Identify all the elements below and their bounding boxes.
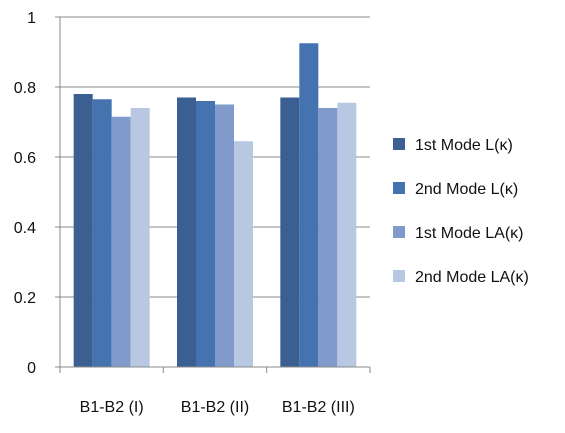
legend-swatch <box>393 270 405 282</box>
bar <box>234 141 253 367</box>
bar <box>92 99 112 367</box>
y-tick-labels: 0 0.2 0.4 0.6 0.8 1 <box>14 10 36 377</box>
bars <box>73 43 357 367</box>
x-category-labels: B1-B2 (I) B1-B2 (II) B1-B2 (III) <box>80 399 355 416</box>
bar <box>337 102 357 367</box>
legend-label: 1st Mode L(κ) <box>415 137 513 154</box>
bar <box>73 94 93 367</box>
y-tick-label: 0 <box>27 360 36 377</box>
legend: 1st Mode L(κ) 2nd Mode L(κ) 1st Mode LA(κ)… <box>393 137 529 286</box>
y-tick-label: 0.6 <box>14 150 36 167</box>
x-category-label: B1-B2 (III) <box>282 399 355 416</box>
y-tick-label: 0.2 <box>14 290 36 307</box>
bar <box>280 97 300 367</box>
y-tick-label: 0.4 <box>14 220 36 237</box>
legend-label: 2nd Mode LA(κ) <box>415 269 529 286</box>
bar <box>196 101 215 367</box>
legend-swatch <box>393 182 405 194</box>
bar <box>318 108 338 367</box>
bar <box>215 104 234 367</box>
bar <box>111 116 131 367</box>
legend-label: 2nd Mode L(κ) <box>415 181 518 198</box>
legend-label: 1st Mode LA(κ) <box>415 225 523 242</box>
axes <box>55 16 371 373</box>
x-category-label: B1-B2 (II) <box>181 399 249 416</box>
y-tick-label: 1 <box>27 10 36 27</box>
bar <box>299 43 319 367</box>
bar <box>177 97 196 367</box>
x-category-label: B1-B2 (I) <box>80 399 144 416</box>
legend-swatch <box>393 226 405 238</box>
bar <box>130 108 150 367</box>
legend-swatch <box>393 138 405 150</box>
y-tick-label: 0.8 <box>14 80 36 97</box>
